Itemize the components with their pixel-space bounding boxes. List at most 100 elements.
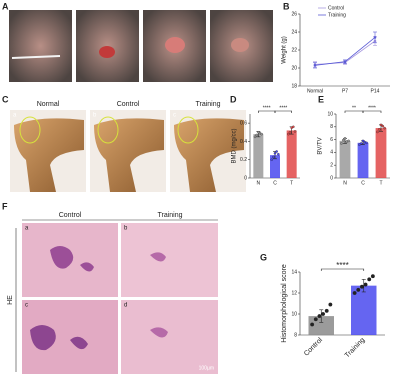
data-point xyxy=(359,142,363,145)
data-point xyxy=(275,150,278,153)
data-point xyxy=(377,128,381,131)
data-point xyxy=(288,131,292,134)
data-point xyxy=(341,138,345,142)
y-tick-label: 0 xyxy=(330,175,333,181)
y-axis-label: BMD (mg/cc) xyxy=(232,129,238,164)
wound xyxy=(231,38,249,52)
photo xyxy=(76,10,139,82)
y-tick-label: 2 xyxy=(330,163,333,169)
data-point xyxy=(381,124,385,128)
roi xyxy=(177,116,199,144)
x-tick-label: P14 xyxy=(371,88,380,94)
image-sublabel: a xyxy=(13,113,17,119)
data-point xyxy=(379,123,383,127)
sig-label: **** xyxy=(336,261,348,270)
data-point xyxy=(363,282,368,287)
y-tick-label: 14 xyxy=(291,269,297,275)
bar xyxy=(339,140,351,178)
bone xyxy=(14,118,84,192)
data-point xyxy=(255,133,258,137)
y-tick-label: 0.2 xyxy=(240,157,247,163)
ct-images: Normal Control Training a b c xyxy=(10,101,246,192)
data-point xyxy=(361,139,365,143)
bar xyxy=(286,130,297,178)
sig-bracket xyxy=(274,110,292,113)
tissue xyxy=(150,252,166,262)
marker xyxy=(343,60,347,63)
wound xyxy=(99,46,115,58)
panel-label: D xyxy=(230,94,237,104)
y-tick-label: 26 xyxy=(291,11,297,17)
sig-label: ** xyxy=(352,105,356,111)
data-point xyxy=(260,132,263,136)
image-sublabel: a xyxy=(25,226,29,232)
x-tick-label: Control xyxy=(303,336,324,357)
tissue xyxy=(150,327,168,338)
data-point xyxy=(376,130,379,134)
y-tick-label: 12 xyxy=(291,290,297,296)
bar xyxy=(375,128,387,178)
x-tick-label: N xyxy=(343,180,347,186)
histo-image xyxy=(121,223,218,297)
data-point xyxy=(273,152,277,155)
data-point xyxy=(324,308,329,313)
tissue xyxy=(50,246,94,272)
panel-label: B xyxy=(283,1,290,11)
wound xyxy=(165,37,185,53)
x-tick-label: N xyxy=(257,180,261,186)
sig-label: **** xyxy=(279,105,287,111)
x-tick-label: P7 xyxy=(342,88,348,94)
y-tick-label: 10 xyxy=(327,111,333,117)
stain-label: HE xyxy=(7,295,14,305)
data-point xyxy=(310,322,315,327)
photo xyxy=(9,10,72,82)
scale-label: 100µm xyxy=(199,365,214,371)
image-title: Training xyxy=(195,101,220,108)
group-title: Training xyxy=(157,212,182,219)
data-point xyxy=(367,277,372,282)
bone xyxy=(174,118,244,192)
sig-bracket xyxy=(320,268,365,271)
data-point xyxy=(356,287,361,292)
image-sublabel: d xyxy=(124,303,127,309)
x-tick-label: Training xyxy=(344,337,367,360)
image-sublabel: c xyxy=(173,113,176,119)
y-axis-label: BV/TV xyxy=(318,137,324,154)
image-sublabel: b xyxy=(93,113,97,119)
image-sublabel: c xyxy=(25,303,28,309)
sig-bracket xyxy=(362,110,382,113)
y-tick-label: 4 xyxy=(330,150,333,156)
data-point xyxy=(292,125,295,129)
y-axis-label: Weight (g) xyxy=(282,36,288,64)
data-point xyxy=(313,317,318,322)
tissue xyxy=(30,325,88,351)
data-point xyxy=(383,126,386,130)
y-tick-label: 20 xyxy=(291,65,297,71)
image-title: Normal xyxy=(37,101,60,108)
data-point xyxy=(321,312,326,316)
photo-row xyxy=(9,10,273,82)
marker xyxy=(313,64,317,67)
y-tick-label: 10 xyxy=(291,311,297,317)
data-point xyxy=(287,132,290,136)
roi xyxy=(97,116,119,144)
y-axis-label: Histomorphological score xyxy=(281,264,288,343)
x-tick-label: T xyxy=(290,180,293,186)
data-point xyxy=(365,141,368,145)
y-tick-label: 8 xyxy=(294,332,297,338)
bar xyxy=(253,134,264,178)
stick xyxy=(11,55,61,59)
y-tick-label: 8 xyxy=(330,124,333,130)
data-point xyxy=(359,284,364,289)
data-point xyxy=(328,302,333,307)
x-tick-label: C xyxy=(273,180,277,186)
y-tick-label: 0.6 xyxy=(240,120,247,126)
x-tick-label: T xyxy=(379,180,382,186)
panel-label: G xyxy=(260,252,267,262)
roi xyxy=(19,116,41,144)
data-point xyxy=(347,139,350,143)
sig-label: **** xyxy=(368,105,376,111)
y-tick-label: 6 xyxy=(330,137,333,143)
panel-label: F xyxy=(2,201,8,211)
